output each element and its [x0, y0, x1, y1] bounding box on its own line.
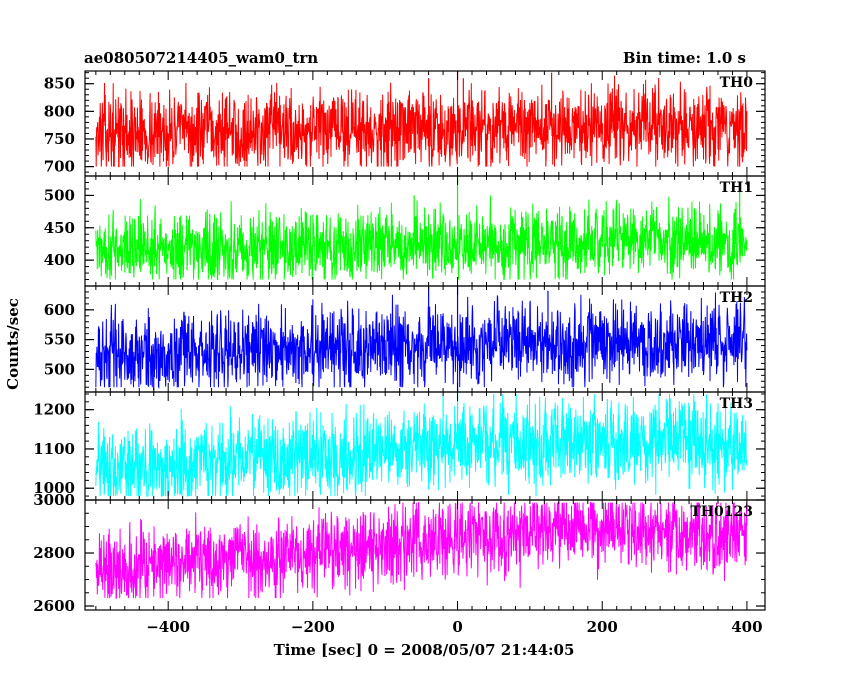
y-tick-label: 1000 — [33, 479, 75, 497]
y-axis-title: Counts/sec — [4, 298, 22, 390]
series-th0123-line — [95, 502, 748, 599]
panel-label: TH0123 — [690, 504, 753, 520]
y-tick-label: 1200 — [33, 401, 75, 419]
series-th1-line — [95, 195, 748, 281]
y-tick-label: 1100 — [33, 440, 75, 458]
x-tick-label: −400 — [146, 618, 190, 636]
y-tick-label: 700 — [44, 158, 75, 176]
panel-frame — [84, 499, 766, 611]
series-th3-line — [95, 393, 748, 497]
x-axis: −400 −200 0 200 400 — [146, 618, 762, 636]
series-th2-line — [95, 292, 748, 390]
y-tick-label: 450 — [44, 219, 75, 237]
panels-group: 700 750 800 850 TH0 400 450 500 TH1 500 550 600 TH2 1… — [33, 70, 766, 615]
y-tick-label: 850 — [44, 75, 75, 93]
bin-time-label: Bin time: 1.0 s — [623, 49, 746, 67]
y-tick-label: 500 — [44, 186, 75, 204]
y-tick-label: 500 — [44, 360, 75, 378]
panel-label: TH1 — [720, 180, 753, 196]
x-tick-label: 0 — [452, 618, 462, 636]
x-tick-label: 400 — [731, 618, 762, 636]
y-tick-label: 2600 — [33, 597, 75, 615]
x-tick-label: 200 — [587, 618, 618, 636]
series-th0-line — [95, 75, 748, 168]
x-tick-label: −200 — [291, 618, 335, 636]
panel-label: TH2 — [720, 290, 753, 306]
y-tick-label: 550 — [44, 331, 75, 349]
x-axis-title: Time [sec] 0 = 2008/05/07 21:44:05 — [274, 641, 575, 659]
y-tick-label: 400 — [44, 251, 75, 269]
y-tick-label: 3000 — [33, 491, 75, 509]
header-title: ae080507214405_wam0_trn — [84, 49, 318, 67]
panel-label: TH0 — [720, 75, 754, 91]
y-tick-label: 2800 — [33, 544, 75, 562]
y-tick-label: 800 — [44, 102, 75, 120]
panel-label: TH3 — [720, 396, 753, 412]
panel-th1: 400 450 500 TH1 — [44, 175, 766, 287]
y-tick-label: 750 — [44, 130, 75, 148]
panel-th0123: 2600 2800 3000 TH0123 — [33, 491, 766, 615]
panel-th2: 500 550 600 TH2 — [44, 285, 766, 393]
panel-th0: 700 750 800 850 TH0 — [44, 70, 766, 177]
y-tick-label: 600 — [44, 301, 75, 319]
panel-th3: 1000 1100 1200 TH3 — [33, 391, 766, 501]
